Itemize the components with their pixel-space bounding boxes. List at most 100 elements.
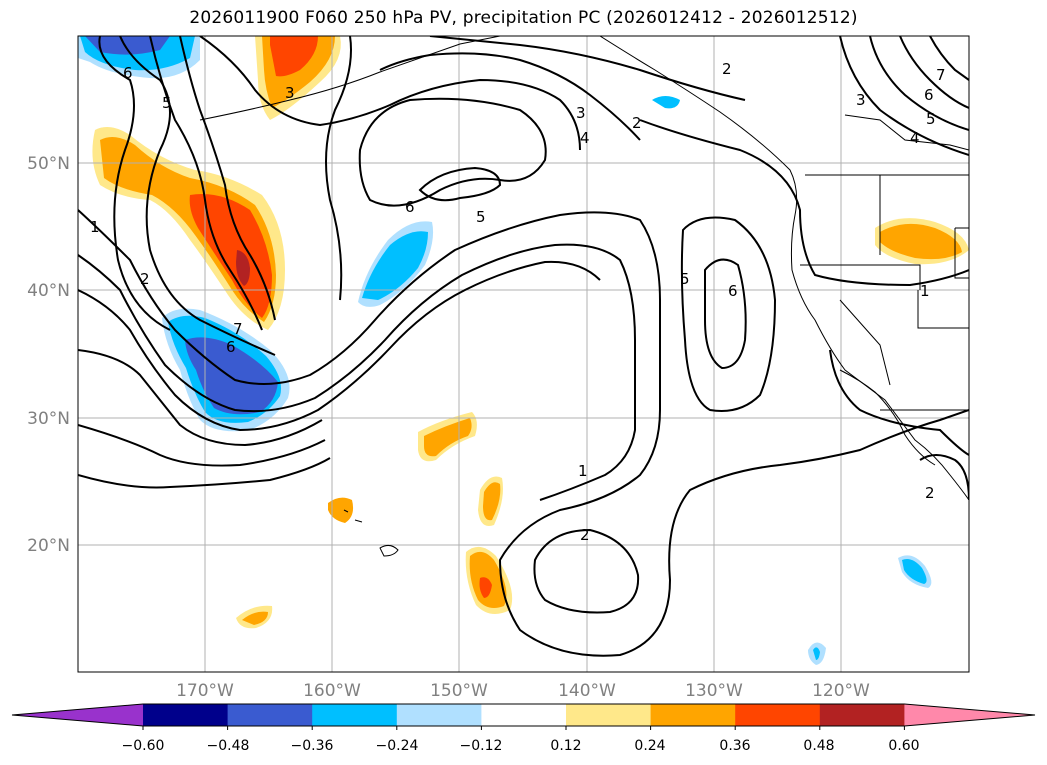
contour-label: 4 [910,129,920,147]
pv-contour-19 [533,528,640,614]
pv-contour-3 [78,260,601,432]
lon-label-130w: 130°W [685,681,743,701]
colorbar-boxes [11,703,1036,730]
colorbar-box [481,704,567,726]
pv-contour-20 [839,36,969,156]
contour-labels: 6 5 3 2 2 3 4 7 6 5 4 3 1 2 7 6 6 5 5 6 … [90,60,946,544]
colorbar-tick: 0.48 [803,738,834,754]
pv-contour-6 [78,457,331,489]
map-title: 2026011900 F060 250 hPa PV, precipitatio… [189,8,858,28]
contour-label: 2 [925,484,935,502]
colorbar-box [143,704,229,726]
lon-label-140w: 140°W [558,681,616,701]
precip-shading [78,36,969,665]
lon-label-150w: 150°W [430,681,488,701]
shade-red-16n [479,577,492,598]
border-state-2 [800,264,921,290]
shade-blue-mx [902,559,927,584]
coast-aleutians-alaska [199,36,501,121]
contour-label: 5 [476,208,486,226]
shade-blue-nw-inner [85,36,170,55]
pv-contour-18 [704,258,747,370]
contour-label: 3 [576,104,586,122]
colorbar-box [566,704,652,726]
pv-contour-26 [919,454,969,501]
shade-red-top [270,36,318,77]
pv-contour-10 [98,36,171,331]
colorbar-box [735,704,821,726]
pv-contour-22 [899,36,969,109]
colorbar-tick: 0.12 [550,738,581,754]
shade-blue-bc [652,96,680,109]
gridlines [78,36,969,672]
pv-contour-9 [119,36,276,356]
contour-label: 5 [680,270,690,288]
map-frame [77,35,970,673]
colorbar-box [227,704,313,726]
pv-contour-4 [78,349,323,447]
colorbar-extend-high [904,704,1035,726]
contour-label: 5 [926,110,936,128]
contour-label: 2 [580,526,590,544]
colorbar-tick: −0.36 [291,738,334,754]
coast-canada-inland [844,114,969,151]
colorbar-tick: −0.12 [460,738,503,754]
border-state-5 [954,227,969,279]
lon-labels: 170°W 160°W 150°W 140°W 130°W 120°W [176,681,870,701]
colorbar-tick: 0.36 [719,738,750,754]
lat-label-50n: 50°N [27,154,70,174]
contour-label: 6 [405,198,415,216]
contour-label: 3 [856,91,866,109]
pv-contour-15 [358,97,547,207]
contour-label: 3 [285,84,295,102]
contour-label: 5 [162,94,172,112]
pv-contour-11 [325,36,352,301]
lon-label-170w: 170°W [176,681,234,701]
contour-label: 1 [90,218,100,236]
colorbar-ticks: −0.60 −0.48 −0.36 −0.24 −0.12 0.12 0.24 … [122,738,920,754]
pv-contour-12 [199,36,581,151]
border-state-4 [917,290,969,329]
contour-label: 1 [578,462,588,480]
contour-label: 6 [924,86,934,104]
colorbar-tick: −0.48 [207,738,250,754]
contour-label: 6 [226,338,236,356]
pv-contour-17 [680,216,777,412]
shade-orange-hi [328,497,354,523]
coast-west-north-america [599,36,969,501]
shade-blue-mid [362,231,428,300]
pv-contour-14 [429,36,746,101]
contour-label: 2 [722,60,732,78]
contour-label: 7 [233,320,243,338]
pv-contour-25 [829,349,969,456]
lat-label-30n: 30°N [27,409,70,429]
contour-label: 4 [580,129,590,147]
border-state-3 [839,299,891,386]
colorbar-tick: 0.24 [634,738,665,754]
shade-darkblue-sw [185,337,278,415]
shade-orange-25n [483,482,501,521]
colorbar-box [396,704,482,726]
colorbar-box [650,704,736,726]
colorbar-box [819,704,905,726]
pv-contour-23 [929,36,969,81]
contour-label: 6 [123,64,133,82]
shade-orange-13n [242,611,268,625]
pv-contour-5 [78,424,326,467]
pv-contours [78,36,969,657]
pv-contour-13 [379,52,641,141]
lon-label-160w: 160°W [303,681,361,701]
colorbar-tick: −0.60 [122,738,165,754]
shade-blue-bottom [813,647,820,660]
colorbar-box [312,704,398,726]
colorbar-tick: −0.24 [376,738,419,754]
colorbar-extend-low [12,704,143,726]
contour-label: 7 [936,66,946,84]
shade-orange-30n [424,418,472,457]
coast-baja [839,369,936,466]
contour-label: 6 [728,282,738,300]
lon-label-120w: 120°W [812,681,870,701]
contour-label: 2 [140,270,150,288]
pv-contour-8 [179,36,276,321]
